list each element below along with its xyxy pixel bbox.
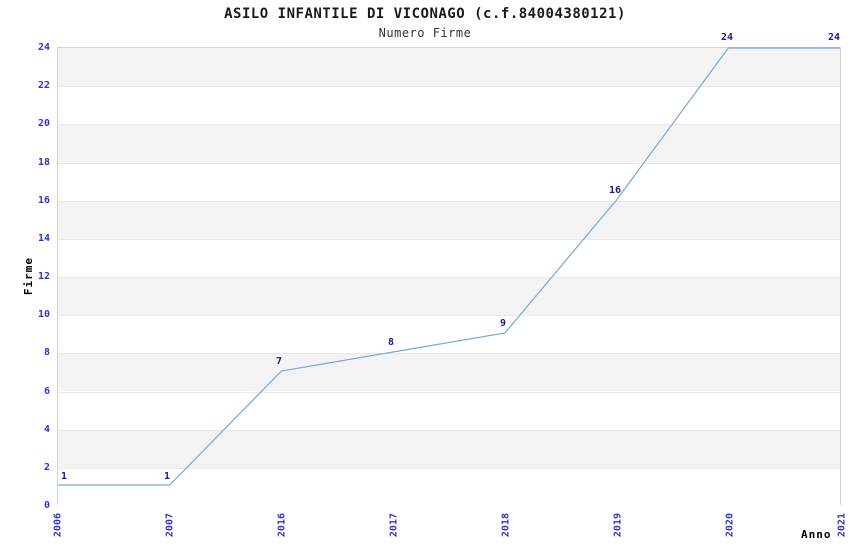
x-tick-label: 2019 bbox=[612, 513, 624, 538]
chart-subtitle: Numero Firme bbox=[378, 26, 472, 40]
data-point-label: 1 bbox=[163, 470, 171, 482]
gridline bbox=[58, 467, 840, 469]
grid-band bbox=[58, 86, 840, 125]
grid-band bbox=[58, 48, 840, 87]
grid-band bbox=[58, 315, 840, 354]
x-tick-label: 2021 bbox=[836, 513, 848, 538]
grid-band bbox=[58, 238, 840, 277]
y-tick-label: 16 bbox=[37, 194, 50, 206]
chart-title: ASILO INFANTILE DI VICONAGO (c.f.8400438… bbox=[224, 6, 626, 22]
grid-band bbox=[58, 467, 840, 506]
data-point-label: 1 bbox=[60, 470, 68, 482]
series-polyline bbox=[58, 47, 840, 486]
data-point-label: 24 bbox=[720, 32, 734, 43]
gridline bbox=[58, 86, 840, 88]
gridline bbox=[58, 315, 840, 317]
gridline bbox=[58, 238, 840, 240]
data-point-label: 9 bbox=[499, 318, 507, 330]
grid-band bbox=[58, 353, 840, 392]
y-tick-label: 14 bbox=[37, 232, 50, 244]
y-tick-label: 0 bbox=[43, 500, 50, 511]
x-axis-label: Anno bbox=[801, 528, 832, 541]
x-tick-label: 2006 bbox=[52, 513, 64, 538]
x-tick-label: 2017 bbox=[388, 513, 400, 538]
grid-band bbox=[58, 124, 840, 163]
gridline bbox=[58, 162, 840, 164]
plot-area: 0 2 4 6 8 10 12 14 16 18 20 22 24 2006 2007 2016 2017 201… bbox=[38, 32, 848, 537]
data-point-label: 24 bbox=[827, 32, 841, 43]
x-tick-label: 2018 bbox=[500, 513, 512, 538]
line-series bbox=[58, 47, 840, 486]
y-tick-label: 24 bbox=[37, 42, 50, 53]
x-tick-label: 2016 bbox=[276, 513, 288, 538]
grid-band bbox=[58, 391, 840, 430]
y-tick-label: 18 bbox=[37, 156, 50, 168]
grid-band bbox=[58, 200, 840, 239]
y-tick-label: 20 bbox=[37, 118, 50, 130]
y-tick-label: 4 bbox=[43, 423, 50, 435]
y-tick-label: 8 bbox=[43, 347, 50, 359]
data-point-label: 7 bbox=[275, 356, 283, 368]
y-tick-label: 12 bbox=[37, 271, 50, 282]
grid-band bbox=[58, 429, 840, 468]
y-tick-label: 6 bbox=[43, 385, 50, 397]
grid-band bbox=[58, 162, 840, 201]
x-tick-label: 2007 bbox=[164, 513, 176, 538]
gridline bbox=[58, 391, 840, 393]
gridline bbox=[58, 200, 840, 202]
gridline bbox=[58, 353, 840, 355]
data-point-label: 8 bbox=[387, 337, 395, 349]
y-tick-label: 10 bbox=[37, 309, 50, 321]
gridline bbox=[58, 429, 840, 431]
y-tick-label: 22 bbox=[37, 80, 50, 92]
gridline bbox=[58, 124, 840, 126]
x-tick-label: 2020 bbox=[724, 513, 736, 538]
y-tick-label: 2 bbox=[43, 461, 50, 473]
data-point-label: 16 bbox=[608, 184, 622, 196]
grid-band bbox=[58, 277, 840, 316]
gridline bbox=[58, 277, 840, 278]
